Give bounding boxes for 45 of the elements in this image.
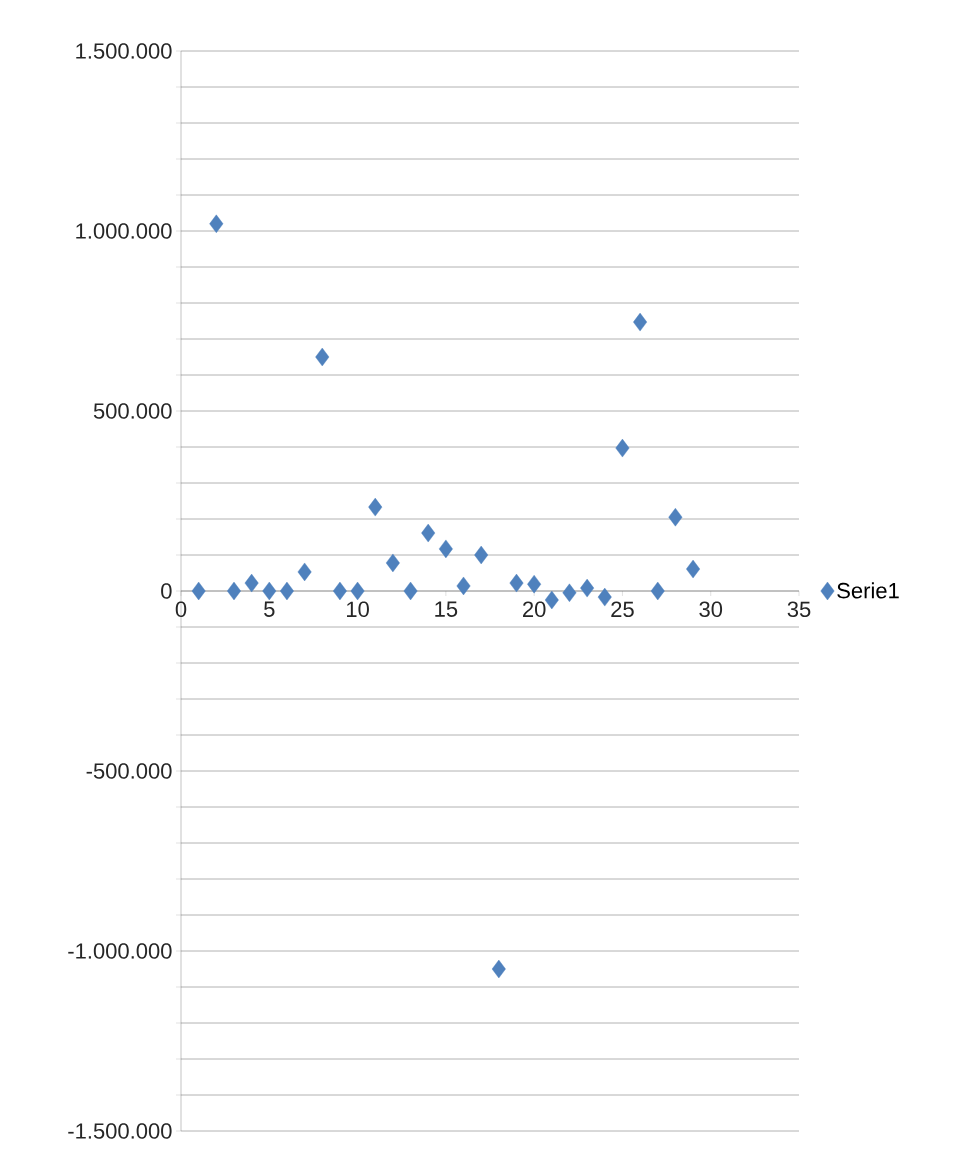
point	[580, 578, 595, 598]
point	[509, 573, 524, 593]
x-tick-label: 15	[435, 601, 458, 617]
point	[421, 523, 436, 543]
point	[562, 583, 577, 602]
point	[474, 545, 489, 565]
point	[491, 959, 506, 979]
point	[368, 497, 383, 517]
point	[668, 508, 683, 527]
point	[191, 581, 206, 601]
point	[262, 581, 277, 601]
y-tick-label: 500.000	[93, 403, 172, 419]
point	[597, 587, 612, 607]
point	[385, 553, 400, 573]
y-tick-label: -1.500.000	[68, 1123, 172, 1139]
point	[332, 581, 347, 601]
point	[650, 581, 665, 601]
point	[633, 312, 648, 332]
point	[686, 559, 701, 579]
y-tick-label: -1.000.000	[68, 943, 172, 959]
point	[280, 581, 294, 601]
x-tick-label: 10	[347, 601, 369, 618]
point	[527, 574, 542, 594]
point	[456, 576, 471, 596]
y-tick-label: -500.000	[86, 763, 172, 779]
y-tick-label: 0	[161, 583, 172, 599]
point	[227, 581, 241, 601]
legend-label: Serie1	[837, 582, 899, 599]
x-tick-label: 25	[611, 601, 634, 618]
x-tick-label: 20	[523, 601, 546, 618]
y-tick-label: 1.500.000	[76, 43, 172, 59]
x-tick-label: 0	[175, 601, 187, 618]
point	[403, 581, 418, 601]
point	[297, 562, 312, 582]
point	[438, 539, 453, 559]
x-tick-label: 35	[787, 601, 811, 618]
point	[350, 581, 365, 601]
x-tick-label: 5	[264, 601, 275, 617]
point	[244, 573, 259, 593]
point	[544, 590, 559, 610]
x-tick-label: 30	[699, 601, 723, 618]
point	[615, 438, 630, 458]
point	[209, 214, 224, 233]
y-tick-label: 1.000.000	[76, 223, 172, 239]
point	[315, 347, 330, 367]
